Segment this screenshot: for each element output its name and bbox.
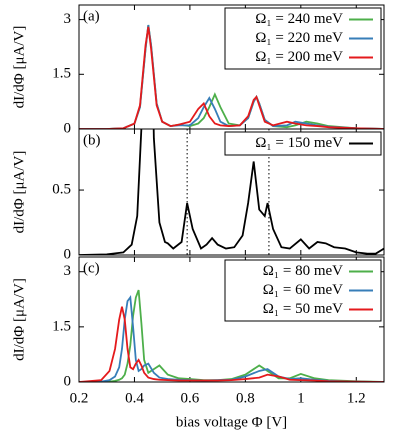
- y-tick-label: 3: [64, 11, 72, 27]
- panel: 0 0.5 dI/dΦ [μA/V] (b) Ω₁ = 150 meV: [11, 128, 385, 262]
- x-axis-label: bias voltage Φ [V]: [176, 414, 287, 430]
- y-tick-label: 1.5: [52, 318, 71, 334]
- panel: 0 1.5 3 0.2 0.4 0.6 0.8 1 1.2 bias voltage Φ [V] d…: [11, 256, 385, 430]
- panel-label: (b): [83, 132, 101, 148]
- panel-label: (c): [83, 260, 100, 276]
- series-line: [79, 306, 384, 382]
- legend-box: [224, 131, 382, 156]
- panel: 0 1.5 3 dI/dΦ [μA/V] (a) Ω₁ = 240 meV Ω₁ = 220…: [11, 4, 385, 136]
- y-tick-label: 0: [64, 246, 72, 262]
- legend-label: Ω₁ = 200 meV: [255, 49, 343, 65]
- y-tick-label: 0.5: [52, 181, 71, 197]
- y-tick-label: 1.5: [52, 66, 71, 82]
- x-tick-label: 0.4: [125, 390, 144, 406]
- legend-label: Ω₁ = 220 meV: [255, 30, 343, 46]
- x-tick-label: 1: [297, 390, 305, 406]
- y-axis-label: dI/dΦ [μA/V]: [11, 278, 27, 361]
- y-tick-label: 3: [64, 263, 72, 279]
- plot-frame: [78, 256, 385, 383]
- legend-label: Ω₁ = 50 meV: [263, 301, 343, 317]
- x-tick-label: 0.6: [181, 390, 200, 406]
- y-tick-label: 0: [64, 120, 72, 136]
- y-axis-label: dI/dΦ [μA/V]: [11, 151, 27, 234]
- legend-label: Ω₁ = 60 meV: [263, 282, 343, 298]
- panel-label: (a): [83, 8, 100, 24]
- series-line: [79, 26, 384, 129]
- x-tick-label: 0.8: [236, 390, 255, 406]
- series-line: [79, 129, 384, 255]
- legend-label: Ω₁ = 80 meV: [263, 263, 343, 279]
- x-tick-label: 1.2: [347, 390, 366, 406]
- legend-label: Ω₁ = 240 meV: [255, 11, 343, 27]
- y-tick-label: 0: [64, 373, 72, 389]
- y-axis-label: dI/dΦ [μA/V]: [11, 26, 27, 109]
- x-tick-label: 0.2: [70, 390, 89, 406]
- plot-frame: [78, 128, 385, 256]
- legend-label: Ω₁ = 150 meV: [255, 135, 343, 151]
